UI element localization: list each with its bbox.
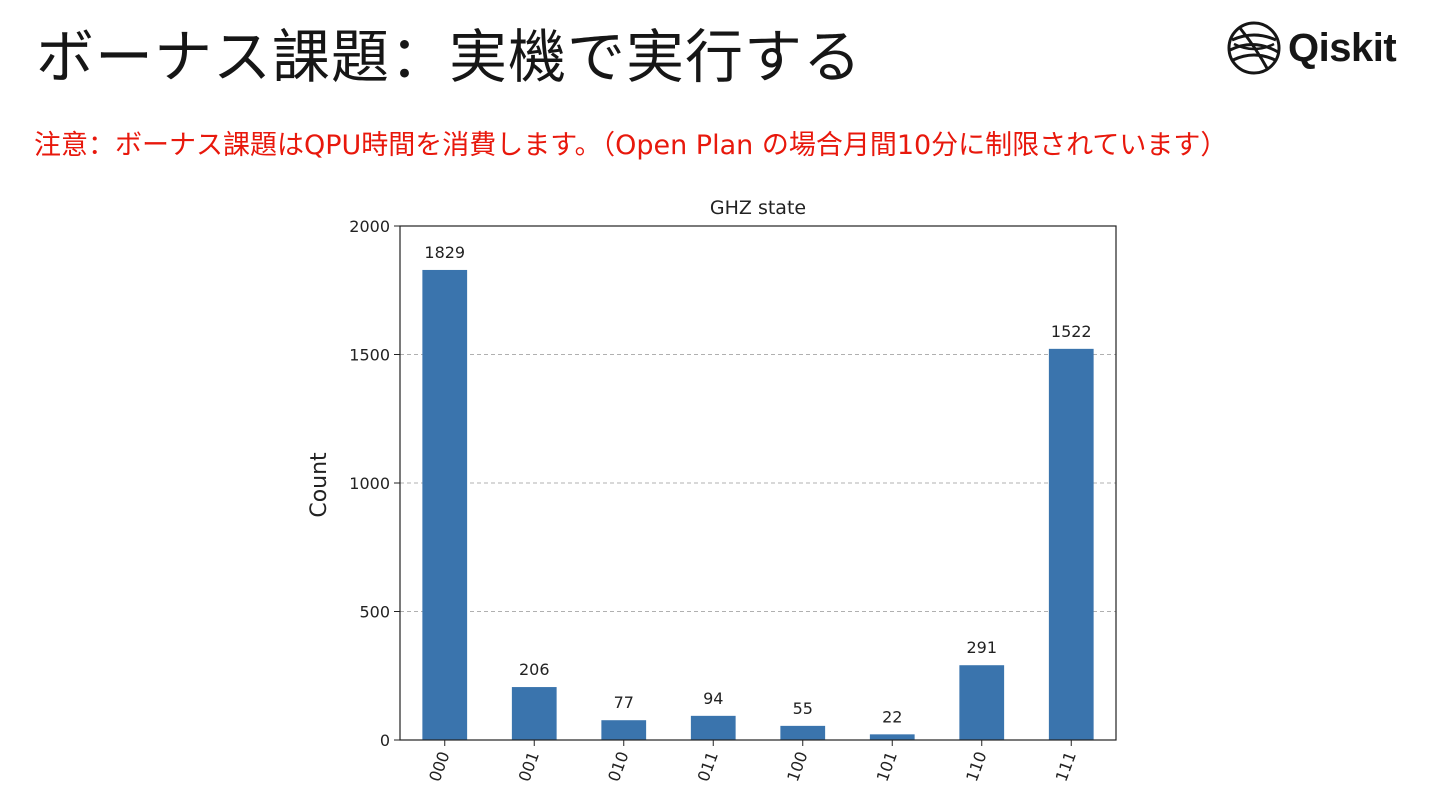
- data-label-100: 55: [793, 699, 813, 718]
- y-axis-label: Count: [307, 452, 332, 518]
- y-tick-label: 1500: [349, 346, 390, 365]
- qiskit-sphere-icon: [1227, 21, 1281, 75]
- x-tick-label-101: 101: [873, 749, 901, 784]
- y-tick-label: 500: [359, 603, 390, 622]
- y-axis-ticks: 0 500 1000 1500 2000: [349, 217, 400, 750]
- data-label-010: 77: [614, 693, 634, 712]
- data-label-011: 94: [703, 689, 723, 708]
- x-axis-ticks: 000 001 010 011 100 101 110 111: [425, 740, 1080, 784]
- data-labels: 1829 206 77 94 55 22 291 1522: [424, 243, 1091, 726]
- logo-text: Qiskit: [1288, 25, 1397, 70]
- data-label-110: 291: [966, 638, 997, 657]
- bar-110: [959, 665, 1005, 740]
- qiskit-logo: Qiskit: [1226, 20, 1397, 76]
- x-tick-label-110: 110: [962, 749, 990, 784]
- y-tick-label: 1000: [349, 474, 390, 493]
- bar-100: [780, 725, 826, 740]
- plot-frame: [399, 225, 1117, 741]
- data-label-101: 22: [882, 707, 902, 726]
- bar-101: [869, 734, 915, 740]
- y-tick-label: 2000: [349, 217, 390, 236]
- data-label-001: 206: [519, 660, 550, 679]
- x-tick-label-001: 001: [515, 749, 543, 784]
- gridlines: [400, 225, 1116, 612]
- data-label-111: 1522: [1051, 322, 1092, 341]
- bar-001: [511, 687, 557, 740]
- bar-011: [690, 715, 736, 740]
- slide-title: ボーナス課題：実機で実行する: [36, 23, 863, 91]
- bar-010: [601, 720, 647, 740]
- chart-title: GHZ state: [710, 197, 806, 219]
- x-tick-label-000: 000: [425, 749, 453, 784]
- x-tick-label-100: 100: [783, 749, 811, 784]
- bar-000: [422, 269, 468, 740]
- bars: [422, 269, 1094, 740]
- x-tick-label-010: 010: [604, 749, 632, 784]
- bar-111: [1048, 348, 1094, 740]
- data-label-000: 1829: [424, 243, 465, 262]
- x-tick-label-111: 111: [1052, 749, 1080, 784]
- warning-note: 注意：ボーナス課題はQPU時間を消費します。（Open Plan の場合月間10…: [34, 130, 1228, 161]
- y-tick-label: 0: [380, 731, 390, 750]
- x-tick-label-011: 011: [694, 749, 722, 784]
- bar-chart: GHZ state Count 1829 206 77 94 55 22 291 1522 0…: [307, 197, 1117, 784]
